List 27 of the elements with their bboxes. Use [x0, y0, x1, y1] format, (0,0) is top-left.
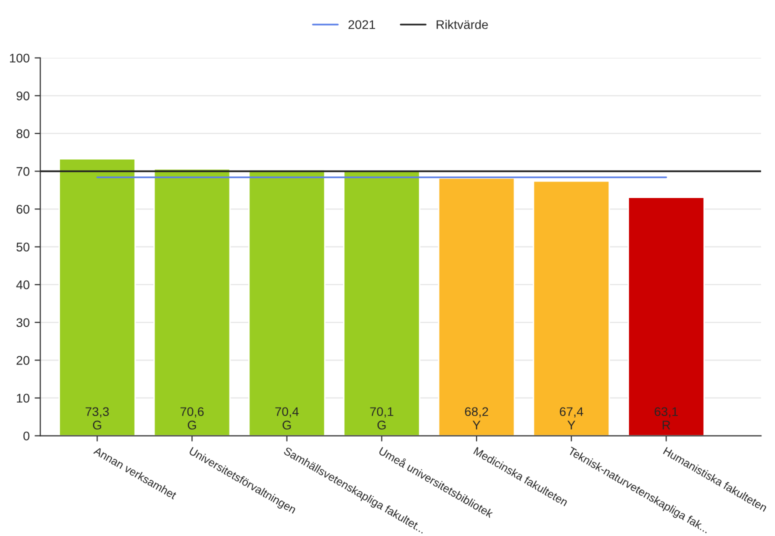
y-tick-label: 10 — [16, 394, 30, 403]
y-tick-label: 70 — [16, 167, 30, 176]
legend-label: Riktvärde — [436, 20, 488, 30]
y-tick-label: 60 — [16, 204, 30, 214]
bar — [532, 180, 610, 436]
bar — [438, 177, 516, 436]
data-label: 70,4 G — [275, 407, 299, 430]
y-tick-label: 40 — [16, 280, 30, 290]
data-label: 63,1 R — [654, 407, 678, 430]
bar — [58, 158, 136, 436]
data-label: 70,6 G — [180, 407, 204, 430]
y-tick-label: 30 — [16, 318, 30, 328]
data-label: 73,3 G — [86, 407, 109, 430]
data-label: 67,4 Y — [560, 407, 584, 430]
bar — [628, 196, 705, 436]
y-tick-label: 0 — [23, 432, 30, 440]
y-tick-label: 20 — [16, 356, 30, 365]
bar — [248, 169, 326, 436]
data-label: 70,1 G — [370, 407, 394, 430]
legend-label: 2021 — [348, 20, 376, 30]
y-tick-label: 100 — [10, 54, 30, 63]
y-tick-label: 90 — [16, 91, 30, 100]
bar — [153, 168, 231, 436]
y-tick-label: 50 — [16, 242, 30, 252]
data-label: 68,2 Y — [465, 407, 488, 430]
y-tick-label: 80 — [16, 129, 30, 138]
bar — [343, 170, 420, 436]
